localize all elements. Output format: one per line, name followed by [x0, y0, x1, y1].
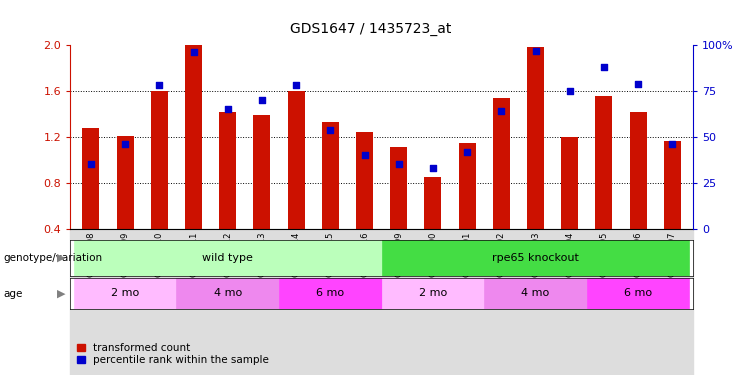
Text: 4 mo: 4 mo — [522, 288, 550, 298]
Point — [119, 141, 131, 147]
Bar — [70, 229, 693, 375]
Bar — [595, 96, 613, 229]
Point — [256, 97, 268, 103]
Bar — [185, 44, 202, 229]
Text: genotype/variation: genotype/variation — [4, 253, 103, 263]
Bar — [116, 136, 133, 229]
Bar — [288, 91, 305, 229]
Bar — [150, 91, 168, 229]
Bar — [391, 147, 408, 229]
Bar — [253, 115, 270, 229]
Bar — [74, 240, 382, 276]
Point — [187, 50, 199, 55]
Bar — [176, 278, 279, 309]
Bar — [382, 240, 689, 276]
Bar — [425, 177, 442, 229]
Point — [598, 64, 610, 70]
Bar — [484, 278, 587, 309]
Bar — [356, 132, 373, 229]
Bar — [587, 278, 689, 309]
Point — [530, 48, 542, 54]
Text: 2 mo: 2 mo — [111, 288, 139, 298]
Text: 6 mo: 6 mo — [624, 288, 652, 298]
Text: age: age — [4, 289, 23, 298]
Point — [427, 165, 439, 171]
Point — [153, 82, 165, 88]
Text: ▶: ▶ — [57, 289, 65, 298]
Text: ▶: ▶ — [57, 253, 65, 263]
Bar — [82, 128, 99, 229]
Bar — [382, 278, 484, 309]
Bar — [527, 47, 544, 229]
Text: GDS1647 / 1435723_at: GDS1647 / 1435723_at — [290, 22, 451, 36]
Bar — [561, 137, 578, 229]
Bar — [74, 278, 176, 309]
Bar — [493, 98, 510, 229]
Legend: transformed count, percentile rank within the sample: transformed count, percentile rank withi… — [76, 342, 270, 366]
Point — [325, 126, 336, 132]
Text: 4 mo: 4 mo — [213, 288, 242, 298]
Text: 2 mo: 2 mo — [419, 288, 447, 298]
Bar — [219, 112, 236, 229]
Point — [290, 82, 302, 88]
Point — [666, 141, 678, 147]
Point — [632, 81, 644, 87]
Point — [496, 108, 508, 114]
Text: rpe65 knockout: rpe65 knockout — [492, 253, 579, 263]
Point — [222, 106, 233, 112]
Point — [461, 148, 473, 154]
Bar — [630, 112, 647, 229]
Bar — [279, 278, 382, 309]
Point — [564, 88, 576, 94]
Text: wild type: wild type — [202, 253, 253, 263]
Bar — [459, 142, 476, 229]
Point — [393, 161, 405, 167]
Point — [85, 161, 97, 167]
Bar — [322, 122, 339, 229]
Text: 6 mo: 6 mo — [316, 288, 345, 298]
Bar — [664, 141, 681, 229]
Point — [359, 152, 370, 158]
